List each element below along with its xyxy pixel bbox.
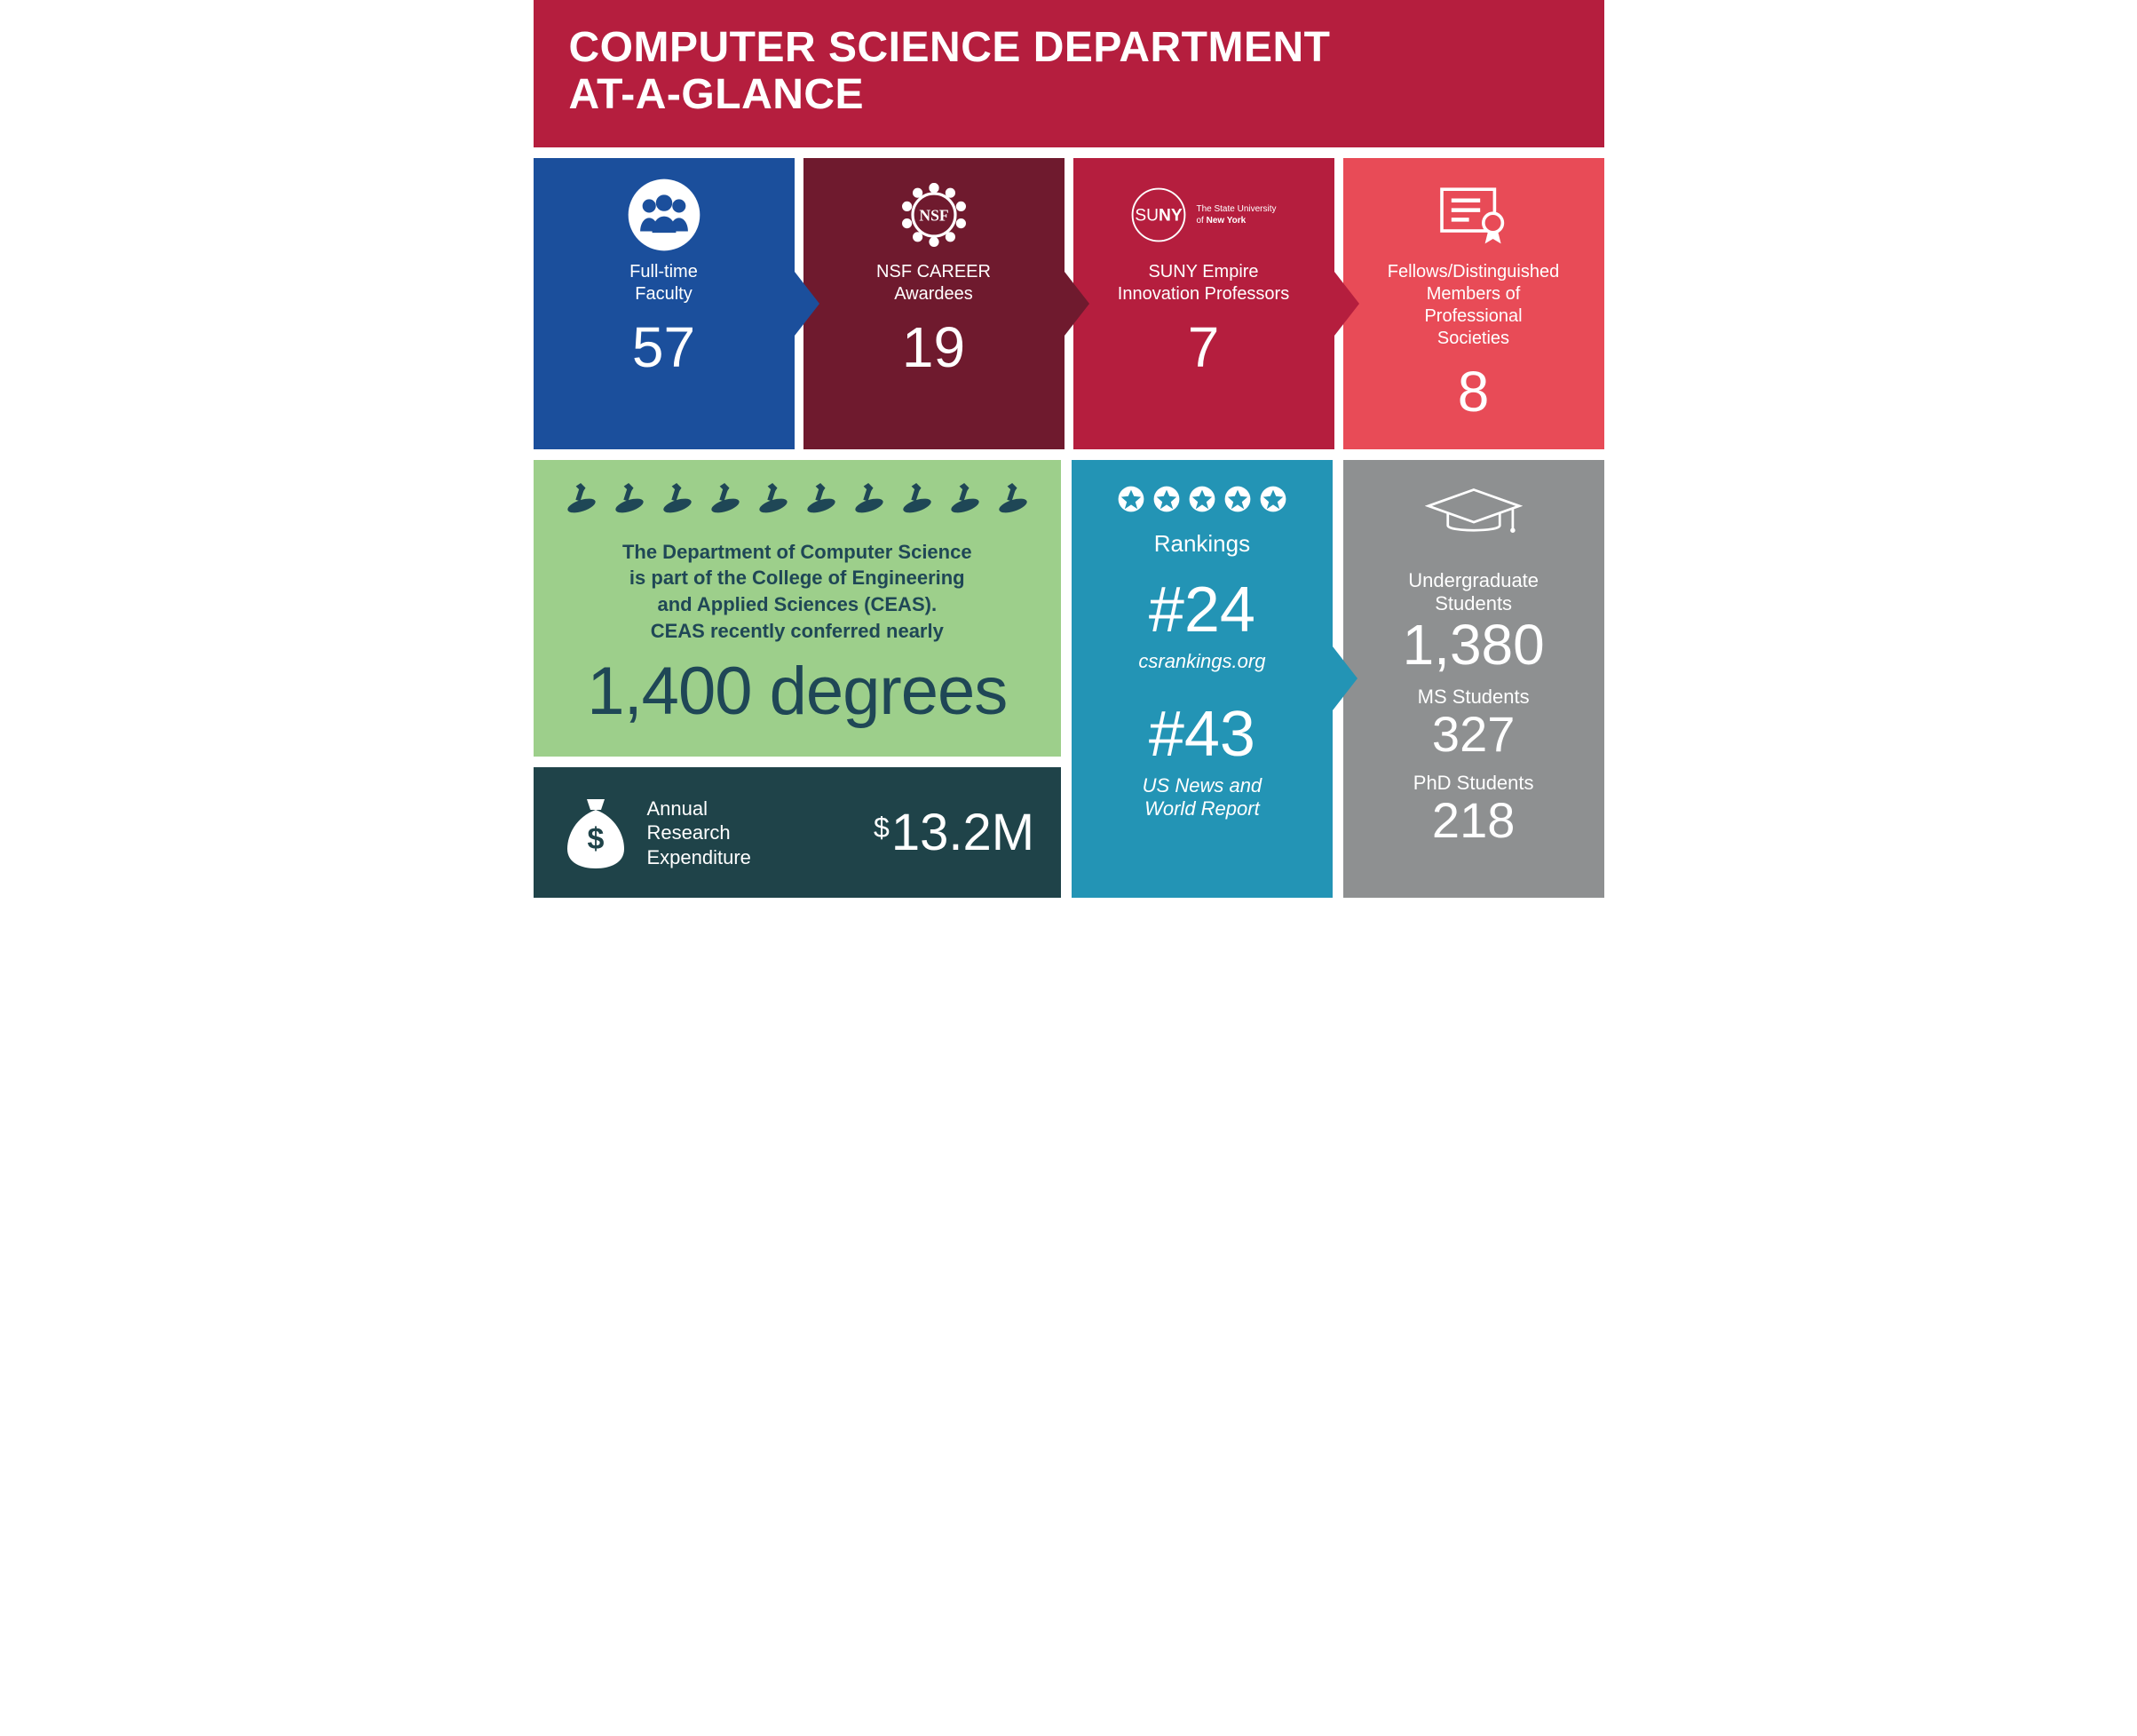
star-icon [1223, 485, 1252, 518]
left-column: The Department of Computer Science is pa… [534, 460, 1062, 899]
degrees-value: 1,400 degrees [560, 653, 1035, 730]
card-label: NSF CAREERAwardees [876, 261, 991, 305]
diploma-icon-row [560, 483, 1035, 523]
star-icon [1188, 485, 1216, 518]
header-banner: COMPUTER SCIENCE DEPARTMENT AT-A-GLANCE [534, 0, 1604, 147]
suny-icon: SUNY The State Universityof New York [1084, 178, 1324, 252]
diploma-icon [801, 483, 842, 523]
students-label: MS Students [1418, 686, 1530, 709]
ranking-value: #43 [1149, 698, 1255, 771]
card-label: Full-timeFaculty [629, 261, 698, 305]
rankings-panel: Rankings #24 csrankings.org #43 US News … [1072, 460, 1333, 899]
diploma-icon [705, 483, 746, 523]
card-label: SUNY EmpireInnovation Professors [1118, 261, 1289, 305]
card-value: 7 [1188, 314, 1220, 380]
diploma-icon [753, 483, 794, 523]
students-panel: UndergraduateStudents 1,380 MS Students … [1343, 460, 1604, 899]
research-value: $13.2M [874, 803, 1034, 862]
diploma-icon [993, 483, 1033, 523]
ranking-source: US News andWorld Report [1143, 774, 1262, 820]
people-icon [627, 178, 701, 252]
diploma-icon [609, 483, 650, 523]
card-value: 19 [902, 314, 965, 380]
diploma-icon [561, 483, 602, 523]
ranking-source: csrankings.org [1138, 650, 1265, 673]
nsf-icon: NSF [898, 178, 970, 252]
page-title: COMPUTER SCIENCE DEPARTMENT AT-A-GLANCE [569, 25, 1569, 119]
diploma-icon [657, 483, 698, 523]
certificate-icon [1434, 178, 1514, 252]
students-value: 1,380 [1403, 615, 1545, 675]
grad-cap-icon [1425, 485, 1523, 546]
svg-text:$: $ [587, 822, 604, 856]
star-icon [1259, 485, 1287, 518]
infographic-container: COMPUTER SCIENCE DEPARTMENT AT-A-GLANCE … [534, 0, 1604, 898]
card-value: 8 [1458, 359, 1490, 424]
degrees-text: The Department of Computer Science is pa… [560, 539, 1035, 645]
money-bag-icon: $ [560, 790, 631, 875]
ranking-value: #24 [1149, 574, 1255, 646]
rankings-title: Rankings [1154, 530, 1250, 558]
diploma-icon [849, 483, 890, 523]
star-icon [1117, 485, 1145, 518]
star-icon [1152, 485, 1181, 518]
details-row: The Department of Computer Science is pa… [534, 460, 1604, 899]
svg-text:SUNY: SUNY [1136, 206, 1183, 225]
card-suny: SUNY The State Universityof New York SUN… [1073, 158, 1334, 449]
students-value: 327 [1432, 709, 1515, 761]
stats-row: Full-timeFaculty 57 [534, 158, 1604, 449]
students-label: UndergraduateStudents [1408, 569, 1539, 615]
students-label: PhD Students [1413, 772, 1534, 795]
card-label: Fellows/DistinguishedMembers ofProfessio… [1388, 261, 1559, 350]
card-value: 57 [632, 314, 695, 380]
diploma-icon [897, 483, 938, 523]
star-row [1117, 485, 1287, 518]
diploma-icon [945, 483, 985, 523]
title-line-2: AT-A-GLANCE [569, 71, 865, 118]
card-faculty: Full-timeFaculty 57 [534, 158, 795, 449]
degrees-panel: The Department of Computer Science is pa… [534, 460, 1062, 757]
students-value: 218 [1432, 795, 1515, 847]
research-label: Annual Research Expenditure [647, 797, 751, 870]
title-line-1: COMPUTER SCIENCE DEPARTMENT [569, 24, 1331, 71]
card-nsf: NSF NSF CAREERAwardees 19 [803, 158, 1065, 449]
svg-text:NSF: NSF [919, 206, 948, 224]
suny-subtitle: The State Universityof New York [1196, 204, 1276, 226]
research-panel: $ Annual Research Expenditure $13.2M [534, 767, 1062, 898]
card-fellows: Fellows/DistinguishedMembers ofProfessio… [1343, 158, 1604, 449]
